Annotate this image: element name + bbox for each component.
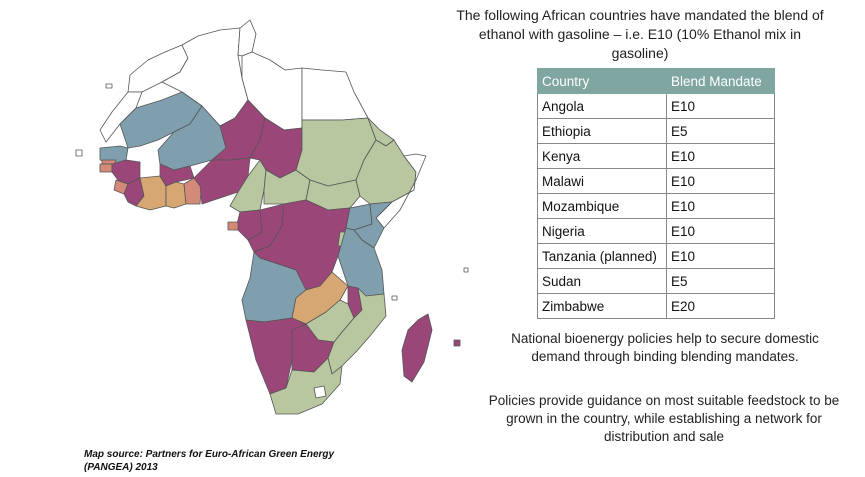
table-row: Malawi E10 xyxy=(537,168,775,194)
country-burkina-faso xyxy=(159,163,195,187)
island-cape-verde xyxy=(75,149,83,157)
table-row: Nigeria E10 xyxy=(537,218,775,244)
table-cell-mandate: E10 xyxy=(666,218,775,244)
table-cell-country: Malawi xyxy=(537,168,667,194)
table-cell-country: Angola xyxy=(537,93,667,119)
table-cell-country: Zimbabwe xyxy=(537,293,667,319)
map-source-line: Map source: Partners for Euro-African Gr… xyxy=(84,449,335,460)
page-heading: The following African countries have man… xyxy=(456,7,824,61)
africa-map xyxy=(70,0,510,440)
country-ghana xyxy=(165,181,187,209)
bioenergy-policy-note: National bioenergy policies help to secu… xyxy=(511,331,819,364)
table-cell-mandate: E10 xyxy=(666,168,775,194)
table-row: Kenya E10 xyxy=(537,143,775,169)
country-madagascar xyxy=(401,313,433,383)
table-cell-mandate: E10 xyxy=(666,193,775,219)
table-cell-country: Sudan xyxy=(537,268,667,294)
map-source-org: (PANGEA) 2013 xyxy=(84,462,158,473)
country-egypt xyxy=(301,67,369,121)
table-cell-country: Tanzania (planned) xyxy=(537,243,667,269)
blend-mandate-table: Country Blend Mandate Angola E10 Ethiopi… xyxy=(537,68,775,319)
map-source-caption: Map source: Partners for Euro-African Gr… xyxy=(84,448,384,474)
table-cell-mandate: E10 xyxy=(666,143,775,169)
column-header-blend-mandate: Blend Mandate xyxy=(666,68,775,94)
country-lesotho xyxy=(313,385,327,399)
country-tanzania xyxy=(337,227,385,297)
table-cell-mandate: E20 xyxy=(666,293,775,319)
table-row: Tanzania (planned) E10 xyxy=(537,243,775,269)
island-comoros xyxy=(391,295,398,301)
table-cell-country: Kenya xyxy=(537,143,667,169)
table-row: Mozambique E10 xyxy=(537,193,775,219)
island-canary xyxy=(105,83,113,89)
country-south-africa xyxy=(269,357,343,415)
africa-map-svg xyxy=(75,19,469,415)
feedstock-policy-note: Policies provide guidance on most suitab… xyxy=(488,393,840,444)
table-cell-mandate: E10 xyxy=(666,93,775,119)
country-tunisia xyxy=(237,19,257,57)
table-row: Ethiopia E5 xyxy=(537,118,775,144)
table-row: Sudan E5 xyxy=(537,268,775,294)
table-cell-mandate: E5 xyxy=(666,268,775,294)
table-row: Zimbabwe E20 xyxy=(537,293,775,319)
table-header-row: Country Blend Mandate xyxy=(537,68,775,94)
column-header-country: Country xyxy=(537,68,667,94)
table-cell-mandate: E10 xyxy=(666,243,775,269)
table-cell-country: Nigeria xyxy=(537,218,667,244)
country-equatorial-guinea xyxy=(227,221,239,231)
country-guinea-bissau xyxy=(99,163,113,173)
table-cell-country: Ethiopia xyxy=(537,118,667,144)
island-mauritius xyxy=(453,339,461,347)
island-seychelles xyxy=(463,267,469,273)
table-row: Angola E10 xyxy=(537,93,775,119)
country-western-sahara xyxy=(99,91,143,143)
table-cell-mandate: E5 xyxy=(666,118,775,144)
table-cell-country: Mozambique xyxy=(537,193,667,219)
